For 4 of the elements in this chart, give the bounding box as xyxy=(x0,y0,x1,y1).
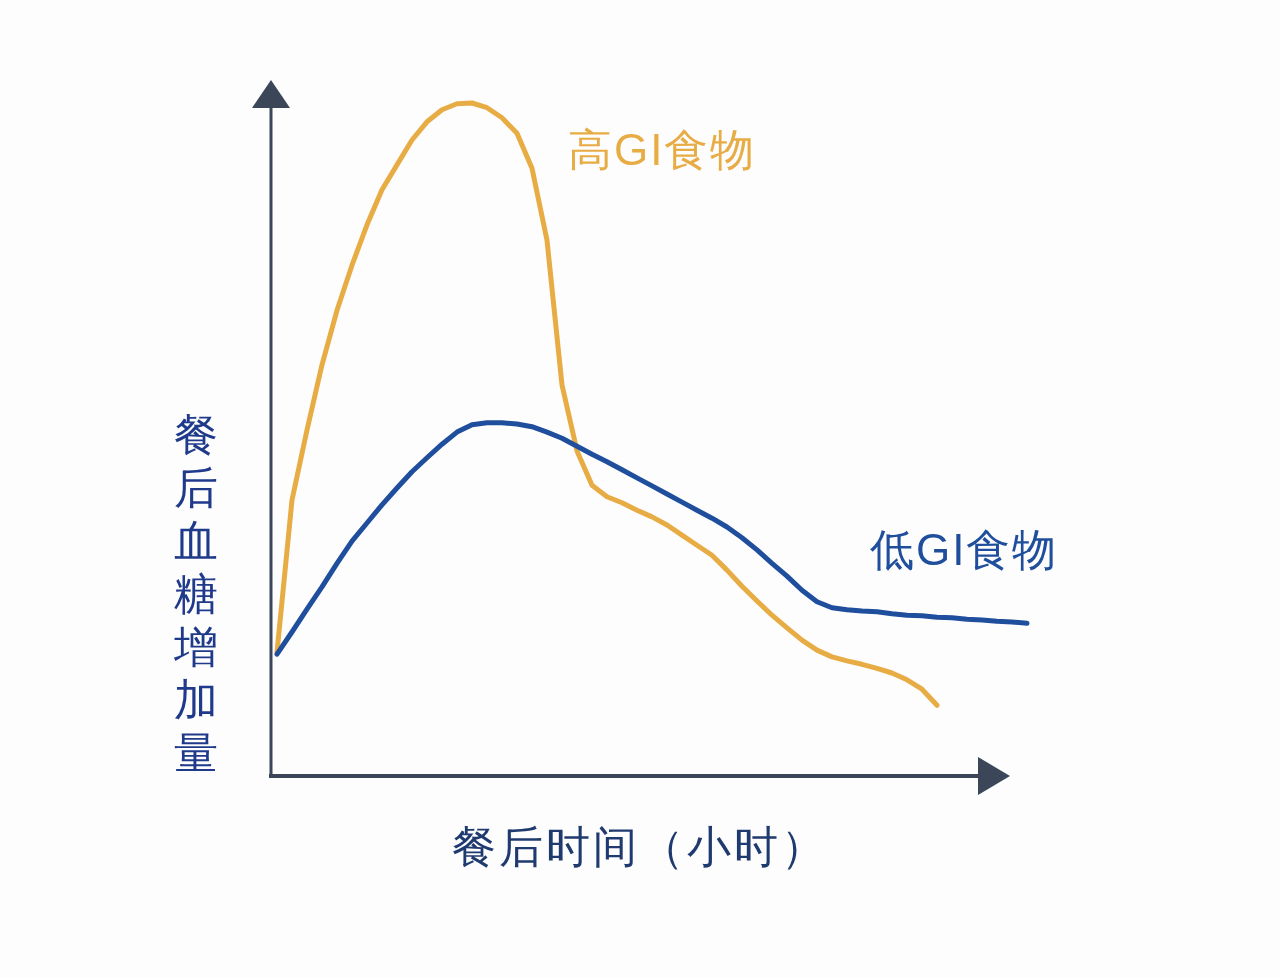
y-axis-title: 餐后血糖增加量 xyxy=(173,410,218,777)
series-label: 低GI食物 xyxy=(870,525,1059,574)
series-label: 高GI食物 xyxy=(568,125,757,174)
x-axis-title: 餐后时间（小时） xyxy=(452,822,828,871)
